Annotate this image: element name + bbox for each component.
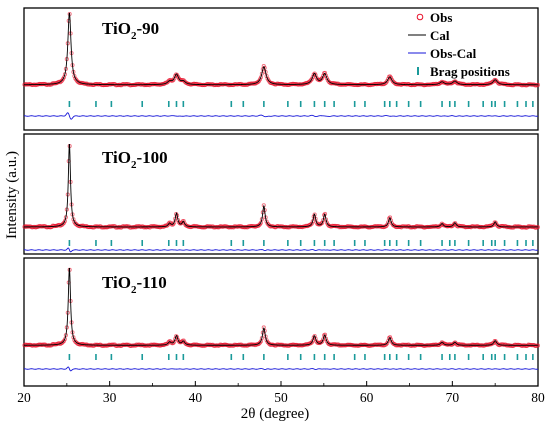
x-tick-label: 70 — [446, 390, 460, 405]
panel-title-main: TiO — [102, 19, 131, 38]
obs-series — [22, 144, 541, 230]
x-axis: 20 30 40 50 60 70 80 — [17, 381, 545, 405]
panel-title-suffix: -90 — [136, 19, 159, 38]
legend-label-diff: Obs-Cal — [430, 46, 477, 61]
diff-line — [23, 247, 539, 253]
panel-title-subscript: 2 — [131, 284, 137, 296]
x-tick-label: 30 — [103, 390, 117, 405]
y-axis-title: Intensity (a.u.) — [4, 151, 20, 239]
obs-point — [309, 77, 314, 82]
panel-title-suffix: -100 — [136, 148, 167, 167]
legend-obs-marker — [416, 13, 424, 21]
panel-title-main: TiO — [102, 148, 131, 167]
legend-label-obs: Obs — [430, 10, 452, 25]
obs-point — [385, 340, 390, 346]
x-tick-label: 60 — [360, 390, 374, 405]
panel-title-main: TiO — [102, 273, 131, 292]
panel-1: TiO2-90 — [22, 7, 541, 131]
obs-series — [22, 267, 541, 349]
obs-point — [174, 334, 179, 339]
x-tick-label: 80 — [531, 390, 545, 405]
legend: Obs Cal Obs-Cal Brag positions — [408, 10, 510, 79]
obs-point — [385, 222, 390, 227]
legend-label-bragg: Brag positions — [430, 64, 510, 79]
panel-title-subscript: 2 — [131, 30, 137, 42]
obs-point — [386, 220, 391, 225]
panel-title-subscript: 2 — [131, 159, 137, 171]
obs-point — [385, 78, 390, 83]
panel-title-suffix: -110 — [136, 273, 166, 292]
panel-frame — [23, 7, 539, 131]
bragg-ticks — [68, 240, 534, 246]
obs-point — [320, 339, 325, 344]
obs-point — [309, 221, 314, 226]
x-axis-title: 2θ (degree) — [241, 406, 309, 422]
panel-title: TiO2-90 — [102, 19, 159, 42]
x-tick-label: 40 — [189, 390, 203, 405]
cal-line — [24, 143, 538, 228]
cal-line — [23, 268, 538, 346]
panel-title: TiO2-100 — [102, 148, 168, 171]
obs-point — [257, 77, 263, 82]
obs-point — [319, 76, 324, 81]
legend-label-cal: Cal — [430, 28, 450, 43]
bragg-ticks — [68, 354, 534, 360]
diff-line — [23, 112, 539, 120]
obs-point — [324, 76, 329, 81]
panel-frame — [23, 133, 539, 255]
obs-point — [320, 75, 325, 81]
panel-title: TiO2-110 — [102, 273, 167, 296]
x-tick-label: 50 — [274, 390, 288, 405]
obs-point — [264, 219, 269, 224]
panel-3: TiO2-110 — [22, 257, 541, 387]
obs-point — [61, 339, 66, 344]
bragg-ticks — [68, 101, 534, 107]
obs-point — [387, 335, 393, 340]
diff-line — [23, 366, 539, 372]
x-tick-label: 20 — [17, 390, 31, 405]
panel-2: TiO2-100 — [22, 133, 541, 255]
cal-line — [24, 12, 538, 86]
